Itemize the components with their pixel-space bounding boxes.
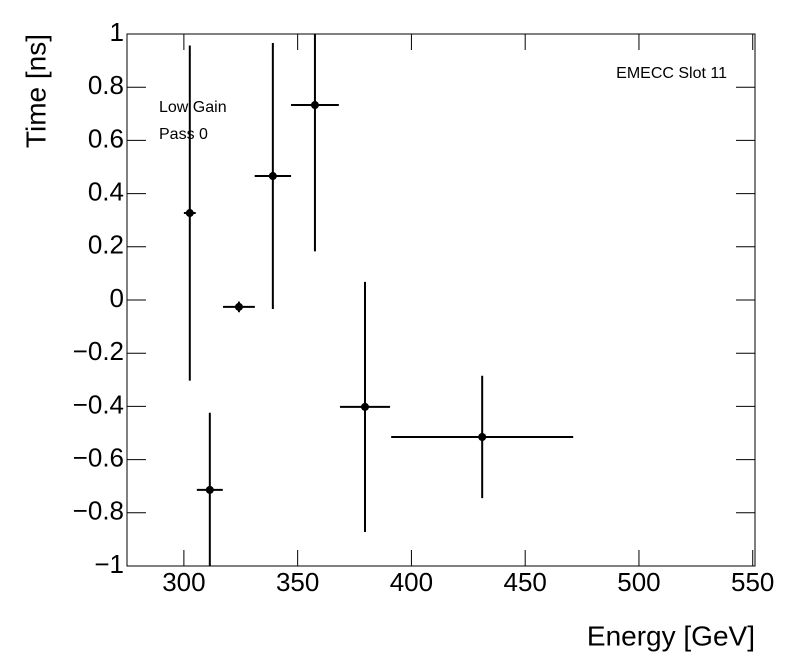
- data-point: [234, 302, 243, 311]
- x-tick-label: 450: [503, 567, 546, 597]
- data-point: [310, 101, 319, 110]
- x-tick-label: 350: [276, 567, 319, 597]
- y-tick-label: −0.8: [73, 496, 124, 526]
- y-tick-label: 0.2: [88, 230, 124, 260]
- y-tick-label: −0.2: [73, 336, 124, 366]
- data-point: [205, 485, 214, 494]
- y-tick-label: 0: [110, 283, 124, 313]
- y-tick-label: 0.6: [88, 123, 124, 153]
- data-point: [185, 209, 194, 218]
- annotation: Pass 0: [159, 126, 208, 143]
- y-tick-label: 0.8: [88, 70, 124, 100]
- y-tick-label: 1: [110, 17, 124, 47]
- x-tick-label: 550: [731, 567, 774, 597]
- y-axis-label: Time [ns]: [20, 34, 51, 148]
- y-tick-label: −0.6: [73, 442, 124, 472]
- y-tick-label: 0.4: [88, 176, 124, 206]
- annotation: EMECC Slot 11: [616, 65, 727, 82]
- y-tick-label: −0.4: [73, 389, 124, 419]
- data-point: [361, 402, 370, 411]
- x-tick-label: 300: [162, 567, 205, 597]
- x-tick-label: 500: [617, 567, 660, 597]
- y-tick-label: −1: [94, 549, 124, 579]
- annotation: Low Gain: [159, 99, 227, 116]
- data-point: [478, 432, 487, 441]
- x-axis-label: Energy [GeV]: [587, 620, 755, 651]
- data-point: [268, 172, 277, 181]
- x-tick-label: 400: [390, 567, 433, 597]
